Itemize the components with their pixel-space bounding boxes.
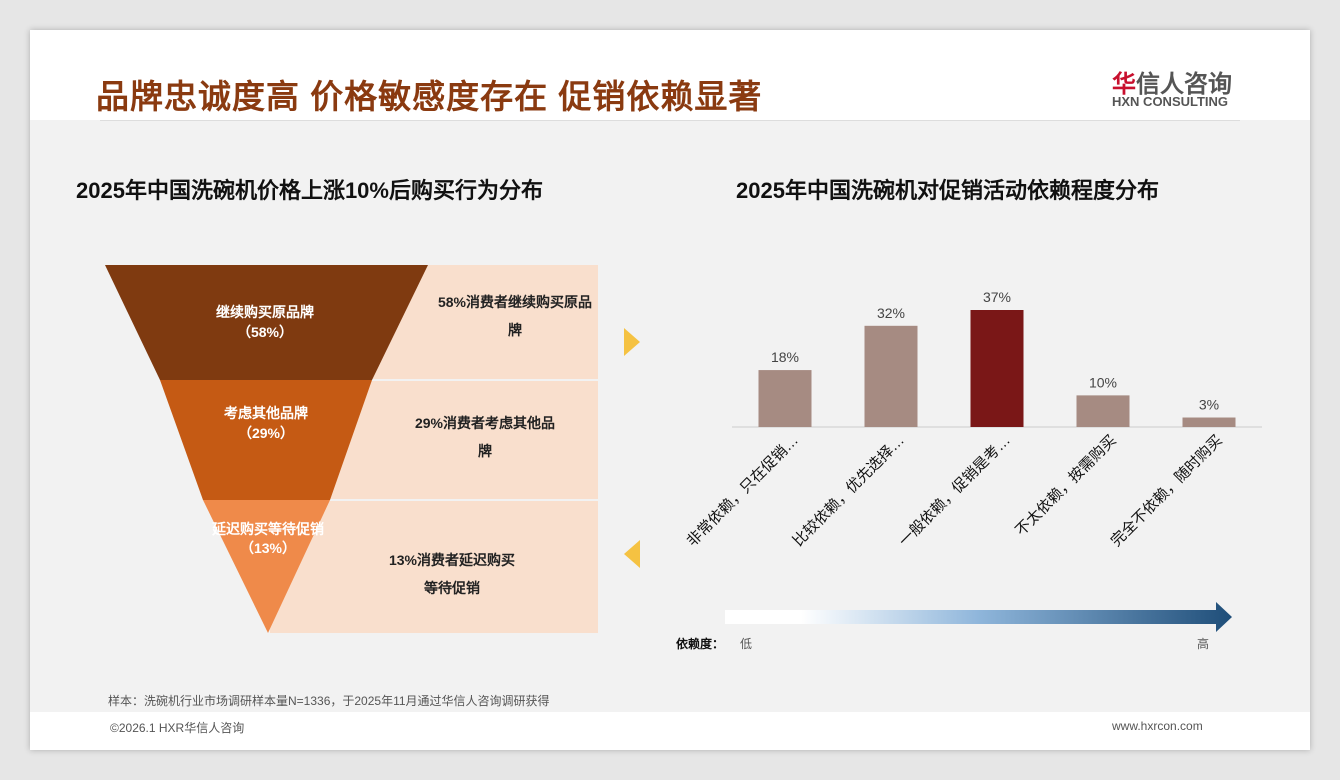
x-tick-label: 完全不依赖，随时购买 [1107, 431, 1226, 550]
logo: 华信人咨询 [1112, 64, 1232, 99]
bar [970, 310, 1024, 427]
scale-low: 低 [740, 637, 753, 651]
scale-label: 依赖度： [676, 637, 725, 651]
divider [100, 120, 1240, 121]
funnel-layer-2 [160, 380, 372, 500]
layer-pct: （13%） [239, 540, 297, 556]
panel-desc-2: 29%消费者考虑其他品牌 [414, 415, 556, 459]
arrow-left-icon [624, 540, 640, 568]
layer-label: 延迟购买等待促销 [212, 521, 324, 537]
funnel-label-3: 延迟购买等待促销 （13%） [208, 520, 328, 558]
copyright: ©2026.1 HXR华信人咨询 [110, 721, 245, 735]
funnel-layer-1 [105, 265, 428, 380]
panel-3 [270, 501, 598, 633]
scale-high: 高 [1197, 637, 1210, 651]
panel-desc-3: 13%消费者延迟购买等待促销 [388, 552, 516, 596]
data-label: 32% [877, 305, 905, 321]
bar [1182, 417, 1236, 427]
layer-pct: （29%） [237, 425, 295, 441]
logo-cn: 信人咨询 [1136, 71, 1232, 98]
page-title: 品牌忠诚度高 价格敏感度存在 促销依赖显著 [96, 78, 763, 115]
layer-pct: （58%） [236, 324, 294, 340]
logo-en: HXN CONSULTING [1112, 94, 1229, 109]
panel-desc-1: 58%消费者继续购买原品牌 [437, 294, 593, 338]
funnel-title: 2025年中国洗碗机价格上涨10%后购买行为分布 [76, 178, 543, 203]
layer-label: 考虑其他品牌 [224, 405, 308, 421]
funnel-label-2: 考虑其他品牌 （29%） [191, 403, 341, 443]
bar [864, 325, 918, 427]
layer-label: 继续购买原品牌 [216, 304, 314, 320]
bar-chart: 18% 非常依赖，只在促销… 32% 比较依赖，优先选择… 37% 一般依赖，促销是考… 1… [684, 289, 1262, 632]
x-tick-label: 一般依赖，促销是考… [896, 432, 1014, 550]
dependency-gradient-arrow [725, 602, 1232, 632]
website-link[interactable]: www.hxrcon.com [1112, 719, 1203, 733]
x-tick-label: 比较依赖，优先选择… [789, 431, 908, 550]
data-label: 37% [983, 289, 1011, 305]
funnel-layer-3 [203, 500, 330, 633]
bar-chart-title: 2025年中国洗碗机对促销活动依赖程度分布 [736, 178, 1159, 203]
data-label: 18% [771, 349, 799, 365]
funnel [105, 265, 428, 633]
x-tick-label: 非常依赖，只在促销… [684, 432, 802, 550]
slide: 品牌忠诚度高 价格敏感度存在 促销依赖显著 华信人咨询 HXN CONSULTI… [30, 30, 1310, 750]
data-label: 10% [1089, 374, 1117, 390]
bar [1076, 395, 1130, 427]
arrow-right-icon [624, 328, 640, 356]
data-label: 3% [1199, 397, 1219, 413]
logo-red: 华 [1112, 71, 1136, 98]
funnel-label-1: 继续购买原品牌 （58%） [190, 302, 340, 342]
x-tick-label: 不太依赖，按需购买 [1012, 432, 1119, 539]
bar [758, 370, 812, 427]
sample-note: 样本：洗碗机行业市场调研样本量N=1336，于2025年11月通过华信人咨询调研… [108, 694, 550, 708]
